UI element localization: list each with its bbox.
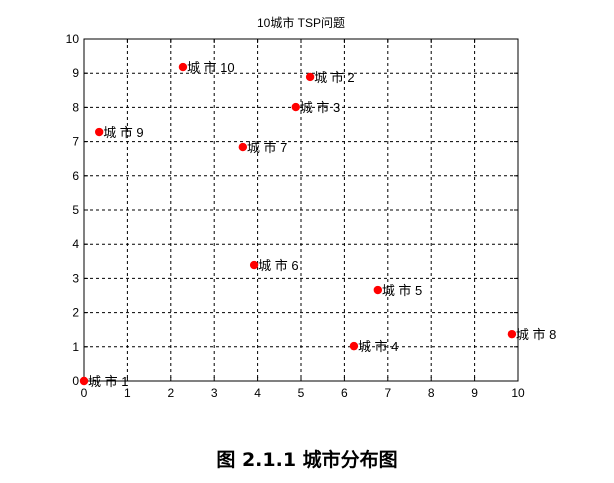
- x-tick-label: 0: [81, 386, 88, 400]
- city-point: 城 市 3: [291, 100, 340, 115]
- city-point: 城 市 5: [373, 283, 422, 298]
- city-marker-icon: [373, 285, 383, 295]
- x-tick-label: 9: [471, 386, 478, 400]
- city-label: 城 市 6: [258, 258, 298, 273]
- city-label: 城 市 10: [187, 60, 235, 75]
- city-marker-icon: [291, 102, 300, 112]
- y-tick-label: 4: [72, 237, 79, 251]
- city-marker-icon: [349, 341, 359, 351]
- city-point: 城 市 10: [178, 60, 235, 75]
- city-point: 城 市 2: [305, 70, 355, 85]
- x-tick-label: 5: [298, 386, 305, 400]
- x-tick-label: 7: [384, 386, 391, 400]
- x-tick-label: 3: [211, 386, 218, 400]
- figure-caption: 图 2.1.1 城市分布图: [216, 449, 398, 471]
- city-label: 城 市 1: [88, 374, 128, 389]
- city-marker-icon: [79, 376, 89, 386]
- y-tick-label: 5: [72, 203, 79, 217]
- y-tick-label: 7: [72, 135, 79, 149]
- x-tick-label: 2: [167, 386, 174, 400]
- y-tick-label: 6: [72, 169, 79, 183]
- city-label: 城 市 5: [382, 283, 422, 298]
- city-point: 城 市 4: [349, 339, 398, 354]
- x-tick-label: 10: [511, 386, 525, 400]
- data-points: 城 市 1 城 市 2 城 市 3 城 市 4 城 市 5 城 市 6 城 市 7 城 市 8…: [79, 60, 556, 389]
- y-tick-label: 0: [72, 374, 79, 388]
- city-label: 城 市 3: [300, 100, 340, 115]
- city-label: 城 市 8: [516, 327, 556, 342]
- city-marker-icon: [94, 127, 104, 137]
- x-tick-label: 6: [341, 386, 348, 400]
- scatter-plot: 10城市 TSP问题 0 1 2 3 4 5 6 7 8 9 10 0 1 2 3 4 5 6 7 8 9 10 城 市…: [66, 15, 557, 400]
- city-label: 城 市 2: [314, 70, 354, 85]
- city-marker-icon: [249, 260, 259, 270]
- y-axis-ticks: 0 1 2 3 4 5 6 7 8 9 10: [66, 32, 518, 388]
- city-marker-icon: [507, 329, 517, 339]
- city-label: 城 市 9: [103, 125, 143, 140]
- city-point: 城 市 7: [238, 140, 287, 155]
- x-axis-ticks: 0 1 2 3 4 5 6 7 8 9 10: [81, 39, 525, 400]
- y-tick-label: 3: [72, 271, 79, 285]
- grid-lines: [84, 39, 518, 381]
- city-point: 城 市 8: [507, 327, 556, 342]
- y-tick-label: 10: [66, 32, 80, 46]
- y-tick-label: 1: [72, 340, 79, 354]
- city-label: 城 市 4: [358, 339, 398, 354]
- city-point: 城 市 1: [79, 374, 128, 389]
- city-point: 城 市 9: [94, 125, 144, 140]
- city-marker-icon: [305, 72, 315, 82]
- city-marker-icon: [238, 142, 248, 152]
- y-tick-label: 9: [72, 66, 79, 80]
- y-tick-label: 2: [72, 306, 79, 320]
- x-tick-label: 1: [124, 386, 131, 400]
- chart-title: 10城市 TSP问题: [257, 15, 345, 30]
- y-tick-label: 8: [72, 100, 79, 114]
- x-tick-label: 8: [428, 386, 435, 400]
- city-point: 城 市 6: [249, 258, 299, 273]
- x-tick-label: 4: [254, 386, 261, 400]
- city-marker-icon: [178, 62, 188, 72]
- city-label: 城 市 7: [247, 140, 287, 155]
